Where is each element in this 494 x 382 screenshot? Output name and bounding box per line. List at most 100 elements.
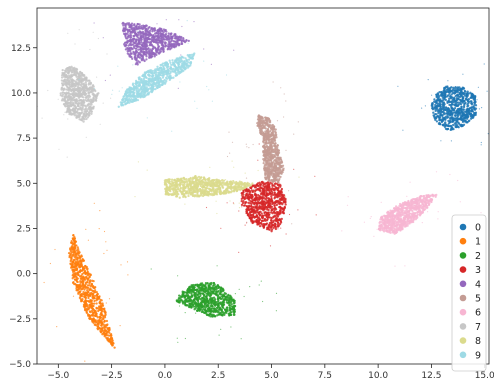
data-point — [270, 168, 273, 171]
data-point — [447, 87, 450, 90]
data-point — [234, 293, 236, 295]
data-point — [246, 221, 248, 223]
data-point — [74, 273, 78, 276]
data-point — [98, 306, 101, 309]
data-point — [129, 46, 133, 49]
data-point — [248, 147, 250, 149]
data-point — [229, 307, 233, 311]
data-point — [444, 121, 447, 124]
data-point — [228, 131, 230, 133]
data-point — [81, 267, 85, 270]
data-point — [174, 34, 177, 38]
data-point — [79, 293, 82, 297]
data-point — [240, 199, 243, 203]
data-point — [70, 246, 73, 249]
data-point — [459, 102, 463, 106]
data-point — [466, 90, 469, 93]
data-point — [142, 50, 146, 54]
data-point — [71, 250, 74, 253]
data-point — [93, 289, 97, 292]
data-point — [270, 127, 273, 130]
data-point — [84, 299, 87, 303]
data-point — [256, 196, 259, 199]
data-point — [125, 41, 129, 44]
data-point — [146, 30, 149, 33]
data-point — [278, 169, 281, 172]
data-point — [245, 188, 248, 192]
data-point — [88, 300, 91, 303]
data-point — [280, 160, 283, 164]
data-point — [472, 113, 476, 117]
data-point — [462, 112, 465, 115]
data-point — [267, 179, 270, 182]
data-point — [419, 210, 422, 213]
data-point — [249, 205, 253, 208]
data-point — [135, 55, 137, 57]
data-point — [141, 30, 145, 34]
data-point — [154, 34, 158, 37]
data-point — [70, 258, 73, 261]
data-point — [269, 138, 272, 141]
data-point — [83, 293, 86, 296]
data-point — [99, 321, 102, 324]
data-point — [179, 295, 182, 298]
data-point — [184, 303, 187, 307]
data-point — [426, 206, 429, 209]
data-point — [181, 290, 184, 293]
data-point — [154, 40, 157, 44]
data-point — [270, 157, 274, 160]
data-point — [149, 41, 152, 44]
data-point — [262, 300, 264, 303]
data-point — [203, 302, 206, 305]
data-point — [180, 299, 184, 302]
data-point — [217, 294, 220, 297]
data-point — [465, 116, 468, 119]
data-point — [126, 261, 129, 263]
data-point — [265, 202, 268, 205]
data-point — [70, 248, 73, 251]
data-point — [219, 291, 222, 294]
data-point — [146, 36, 149, 39]
data-point — [268, 118, 271, 122]
data-point — [249, 286, 251, 288]
data-point — [108, 331, 111, 334]
data-point — [249, 186, 253, 190]
data-point — [72, 247, 75, 250]
data-point — [142, 36, 145, 39]
data-point — [143, 53, 147, 56]
data-point — [410, 217, 413, 220]
data-point — [259, 207, 262, 210]
data-point — [446, 116, 450, 119]
data-point — [153, 27, 156, 30]
data-point — [94, 310, 97, 313]
data-point — [155, 50, 158, 53]
data-point — [455, 120, 459, 123]
data-point — [279, 184, 282, 187]
data-point — [92, 279, 95, 283]
data-point — [378, 221, 381, 225]
data-point — [454, 94, 457, 98]
data-point — [442, 111, 446, 114]
data-point — [144, 36, 148, 40]
data-point — [101, 321, 104, 324]
data-point — [435, 95, 438, 99]
data-point — [277, 149, 280, 152]
data-point — [190, 295, 194, 299]
data-point — [162, 49, 165, 53]
data-point — [421, 107, 423, 109]
data-point — [109, 74, 111, 76]
data-point — [162, 38, 166, 41]
data-point — [85, 281, 89, 284]
data-point — [100, 305, 103, 308]
data-point — [285, 100, 287, 102]
data-point — [467, 100, 470, 103]
data-point — [220, 295, 224, 298]
data-point — [80, 288, 83, 291]
data-point — [440, 140, 442, 142]
data-point — [184, 337, 186, 340]
data-point — [453, 114, 457, 117]
data-point — [273, 211, 276, 214]
data-point — [275, 195, 278, 198]
data-point — [84, 272, 87, 276]
data-point — [486, 90, 488, 92]
